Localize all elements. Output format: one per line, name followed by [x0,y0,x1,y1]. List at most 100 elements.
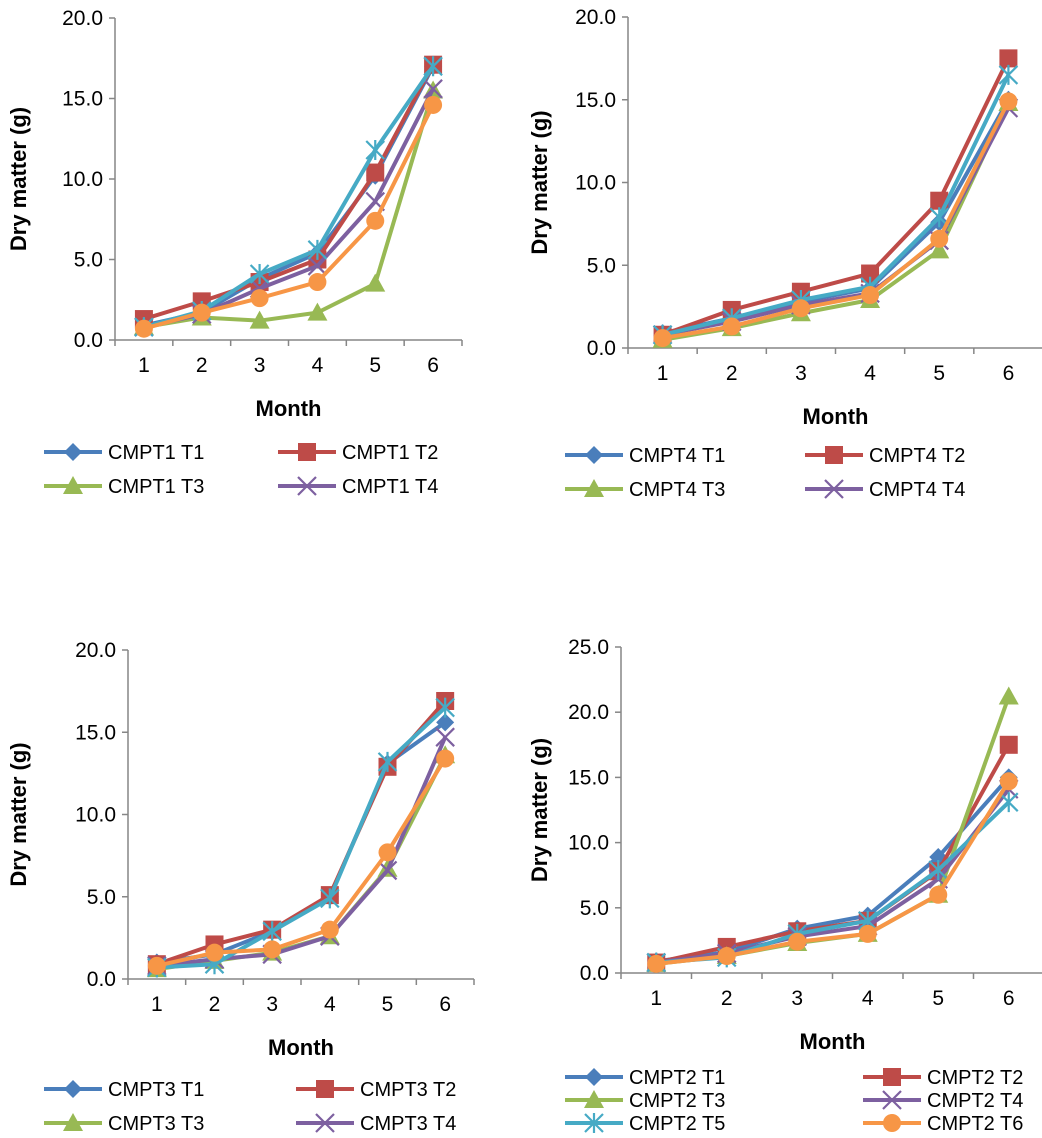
x-tick-label: 2 [721,987,733,1010]
data-point-marker [999,735,1018,754]
legend-label: CMPT1 T3 [108,476,204,498]
y-tick-label: 10.0 [75,804,116,827]
y-tick-label: 25.0 [568,636,609,659]
x-tick-label: 1 [657,362,669,385]
x-tick-label: 3 [795,362,807,385]
y-tick-label: 15.0 [62,88,103,111]
legend-swatch-marker [298,443,316,461]
data-point-marker [999,49,1018,68]
data-point-marker [423,79,443,99]
y-tick-label: 5.0 [587,254,616,277]
chart-cmpt2: 0.0 5.0 10.0 15.0 20.0 25.0 1 2 3 4 5 6 Month Dry mat… [527,636,1042,1135]
series-5 [147,697,455,978]
legend-item: CMPT1 T1 [44,442,204,464]
data-point-marker [249,310,270,329]
legend-swatch-marker [824,479,844,499]
data-point-marker [205,943,224,962]
y-tick-label: 0.0 [580,962,609,985]
series-3 [146,745,456,978]
data-point-marker [435,727,455,747]
series-2 [134,55,443,329]
x-tick-label: 1 [138,354,150,377]
legend-item: CMPT4 T2 [805,445,965,467]
legend-label: CMPT3 T1 [108,1079,204,1101]
y-tick-label: 20.0 [62,7,103,30]
legend-item: CMPT3 T1 [44,1079,204,1101]
x-tick-label: 2 [209,993,221,1016]
legend-swatch-marker [63,1113,83,1131]
legend-label: CMPT3 T2 [360,1079,456,1101]
chart-panel-cmpt4: 0.0 5.0 10.0 15.0 20.0 1 2 3 4 5 6 Month Dry matter … [521,0,1042,569]
data-point-marker [929,885,948,904]
series-line [156,706,447,970]
y-tick-label: 15.0 [568,766,609,789]
data-point-marker [320,920,339,939]
series-line [143,104,435,331]
data-point-marker [436,713,455,732]
y-tick-label: 5.0 [580,897,609,920]
legend-item: CMPT3 T3 [44,1113,204,1135]
legend-swatch-marker [584,1090,604,1108]
x-tick-label: 4 [312,354,324,377]
data-point-marker [999,772,1018,791]
series-line [662,100,1011,341]
legend-label: CMPT1 T1 [108,442,204,464]
chart-panel-cmpt1: 0.0 5.0 10.0 15.0 20.0 1 2 3 4 5 6 Month Dry matter … [0,0,521,569]
data-point-marker [861,264,880,283]
y-tick-label: 10.0 [575,172,616,195]
legend-swatch-marker [585,446,603,464]
legend-swatch-marker [585,1068,603,1086]
series-3 [652,93,1019,348]
data-point-marker [307,256,328,276]
legend-label: CMPT4 T3 [629,479,725,501]
data-point-marker [134,319,153,338]
x-tick-label: 3 [791,987,803,1010]
data-point-marker [999,92,1018,111]
data-point-marker [928,859,949,880]
data-point-marker [263,940,282,959]
legend: CMPT2 T1 CMPT2 T2 CMPT2 T3 CMPT2 T4 CMPT2 T5… [565,1067,1023,1135]
series-6 [647,772,1018,973]
series-line [143,65,435,330]
legend: CMPT1 T1 CMPT1 T2 CMPT1 T3 CMPT1 T4 [44,442,438,498]
x-tick-label: 5 [369,354,381,377]
data-point-marker [929,240,950,259]
data-point-marker [365,140,386,161]
series-1 [134,57,443,335]
data-point-marker [262,921,282,942]
chart-cmpt4: 0.0 5.0 10.0 15.0 20.0 1 2 3 4 5 6 Month Dry matter … [527,6,1042,501]
legend-swatch-marker [63,476,83,494]
legend: CMPT3 T1 CMPT3 T2 CMPT3 T3 CMPT3 T4 [44,1079,456,1135]
x-tick-label: 2 [196,354,208,377]
data-point-marker [791,299,810,318]
legend-item: CMPT4 T4 [805,479,965,501]
x-axis-title: Month [803,404,869,429]
legend-item: CMPT2 T4 [863,1090,1023,1112]
legend-swatch-marker [64,1080,82,1098]
legend-item: CMPT2 T5 [565,1113,725,1135]
y-tick-label: 15.0 [75,721,116,744]
legend-label: CMPT4 T4 [869,479,965,501]
legend-label: CMPT1 T4 [342,476,438,498]
legend-item: CMPT2 T6 [863,1113,1023,1135]
series-6 [134,95,443,338]
legend-item: CMPT1 T3 [44,476,204,498]
y-tick-label: 5.0 [74,249,103,272]
series-4 [646,779,1019,973]
y-tick-label: 20.0 [575,6,616,29]
y-tick-label: 20.0 [568,701,609,724]
chart-cmpt3: 0.0 5.0 10.0 15.0 20.0 1 2 3 4 5 6 Month Dry matter … [6,639,475,1135]
x-tick-label: 5 [932,987,944,1010]
legend-swatch-marker [882,1090,902,1110]
series-line [156,757,447,968]
x-tick-label: 6 [1003,987,1015,1010]
y-tick-label: 10.0 [568,832,609,855]
legend-swatch-marker [315,1113,335,1133]
y-tick-label: 20.0 [75,639,116,662]
y-tick-label: 0.0 [87,968,116,991]
x-tick-label: 1 [151,993,163,1016]
legend-swatch-marker [297,476,317,496]
data-point-marker [858,924,877,943]
y-tick-label: 15.0 [575,89,616,112]
data-point-marker [424,95,443,114]
